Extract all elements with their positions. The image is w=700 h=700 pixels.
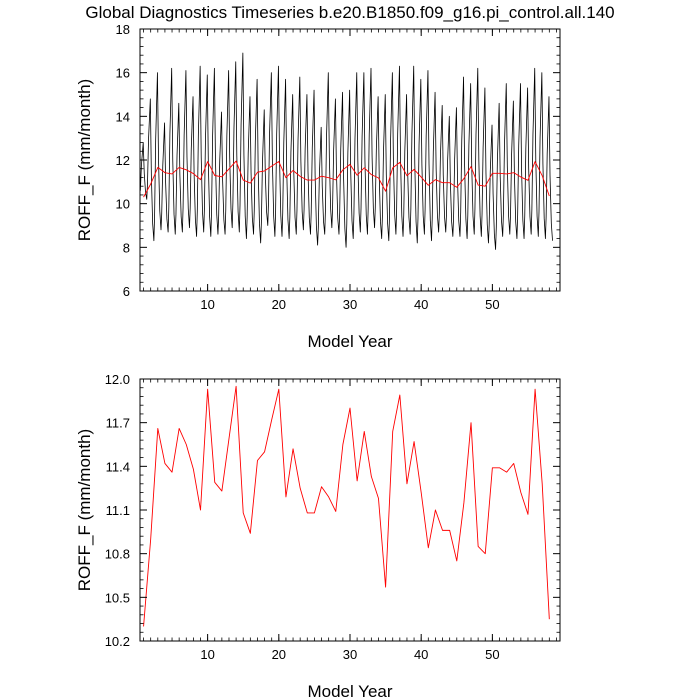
- top-xtick-label: 40: [414, 297, 428, 312]
- top-ytick-label: 18: [116, 22, 130, 37]
- bottom-yaxis-label: ROFF_F (mm/month): [75, 429, 94, 591]
- top-xaxis-label: Model Year: [307, 332, 392, 351]
- bottom-ytick-label: 11.1: [106, 503, 130, 518]
- top-xtick-label: 10: [200, 297, 214, 312]
- bottom-xtick-label: 20: [272, 647, 286, 662]
- figure-title: Global Diagnostics Timeseries b.e20.B185…: [85, 3, 614, 22]
- top-series-monthly: [139, 52, 553, 250]
- top-ytick-label: 8: [123, 240, 130, 255]
- top-plot-frame: [139, 28, 561, 292]
- bottom-xtick-label: 30: [343, 647, 357, 662]
- bottom-xtick-label: 40: [414, 647, 428, 662]
- bottom-panel: 10 20 30 40 50 10.2 10.5 10.8 11.1 11.4 11.7 12.0 Mo…: [75, 372, 561, 700]
- top-panel: 10 20 30 40 50 6 8 10 12 14 16 18 Model Year ROFF_F (…: [75, 22, 561, 351]
- top-series-annual-mean: [143, 160, 550, 198]
- bottom-xtick-label: 50: [485, 647, 499, 662]
- bottom-ytick-label: 10.8: [105, 547, 130, 562]
- top-xtick-label: 20: [272, 297, 286, 312]
- top-ytick-label: 6: [123, 284, 130, 299]
- bottom-xtick-label: 10: [200, 647, 214, 662]
- bottom-ytick-label: 11.4: [106, 459, 130, 474]
- top-ytick-label: 14: [116, 109, 130, 124]
- bottom-xaxis-label: Model Year: [307, 682, 392, 700]
- top-ytick-label: 16: [116, 66, 130, 81]
- top-ytick-label: 10: [116, 197, 130, 212]
- bottom-ytick-label: 10.2: [105, 634, 130, 649]
- top-ytick-label: 12: [116, 153, 130, 168]
- top-yaxis-label: ROFF_F (mm/month): [75, 79, 94, 241]
- bottom-ytick-label: 12.0: [105, 372, 130, 387]
- bottom-ytick-label: 10.5: [105, 590, 130, 605]
- bottom-series-annual-mean: [143, 385, 550, 627]
- top-xtick-label: 50: [485, 297, 499, 312]
- bottom-plot-frame: [139, 378, 561, 642]
- bottom-ytick-label: 11.7: [106, 416, 130, 431]
- top-xtick-label: 30: [343, 297, 357, 312]
